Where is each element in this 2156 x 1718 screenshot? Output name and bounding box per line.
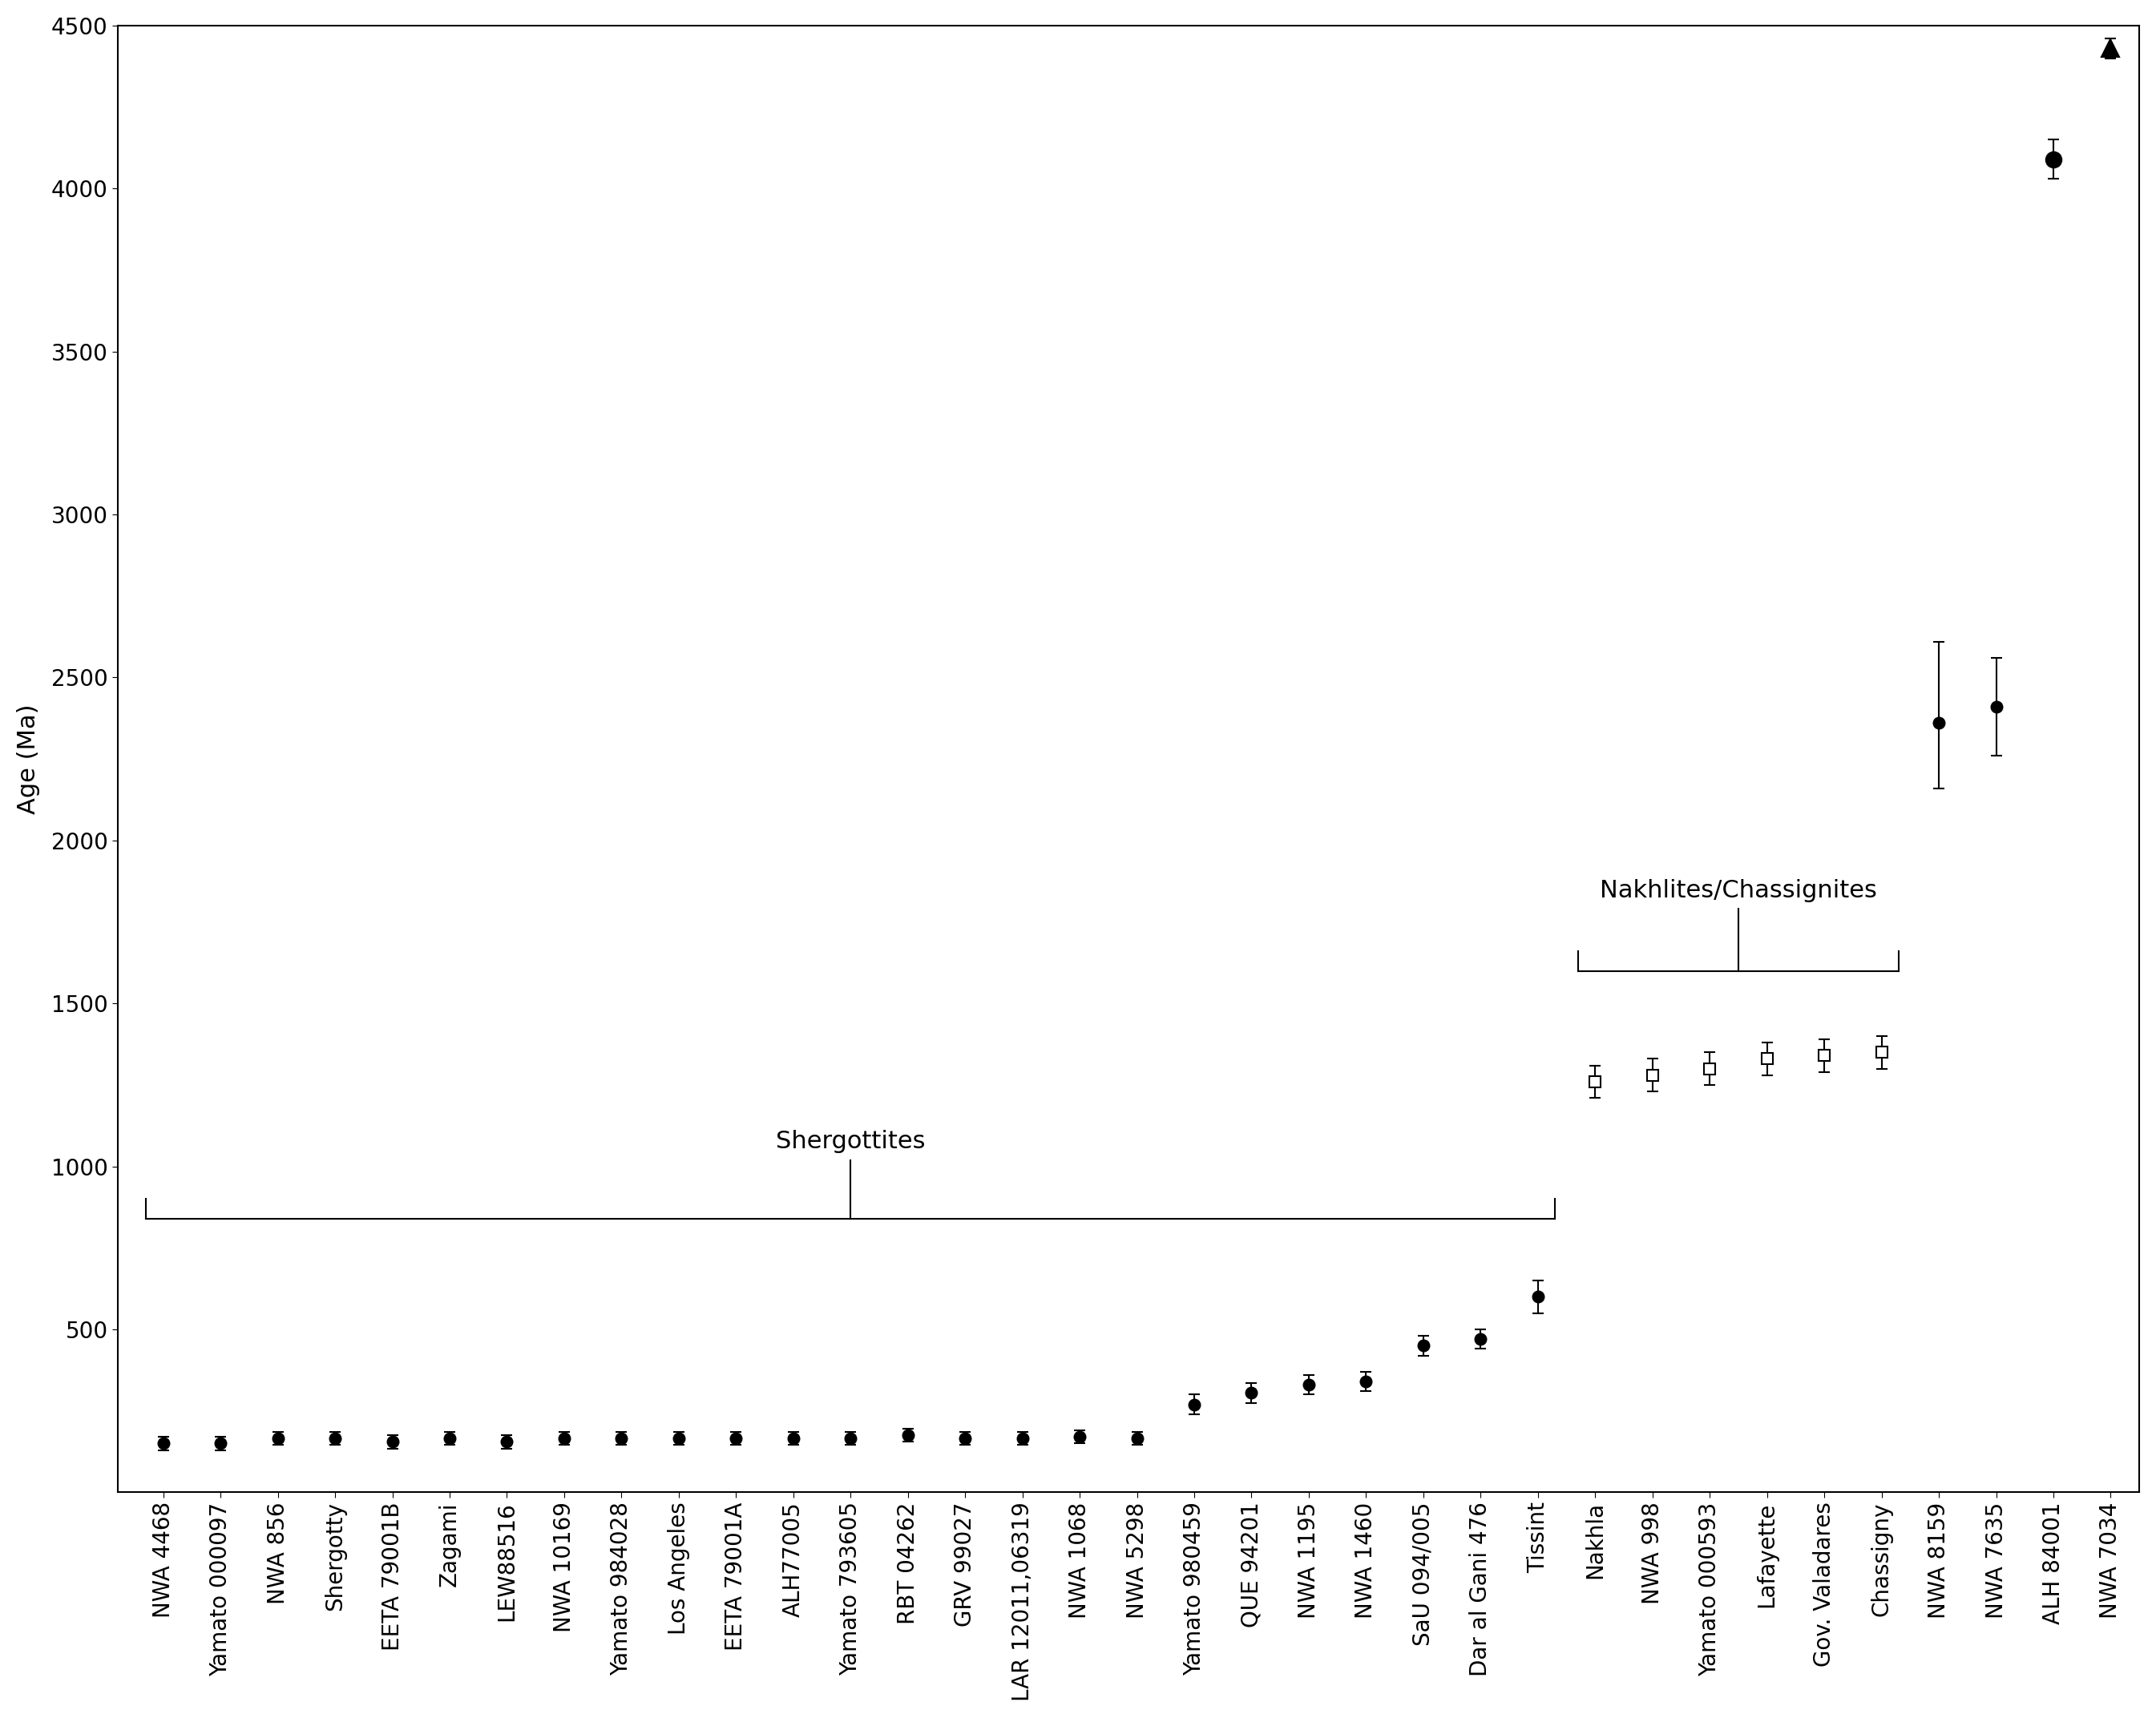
Text: Nakhlites/Chassignites: Nakhlites/Chassignites	[1600, 880, 1878, 902]
Text: Shergottites: Shergottites	[776, 1130, 925, 1153]
Y-axis label: Age (Ma): Age (Ma)	[17, 704, 41, 814]
